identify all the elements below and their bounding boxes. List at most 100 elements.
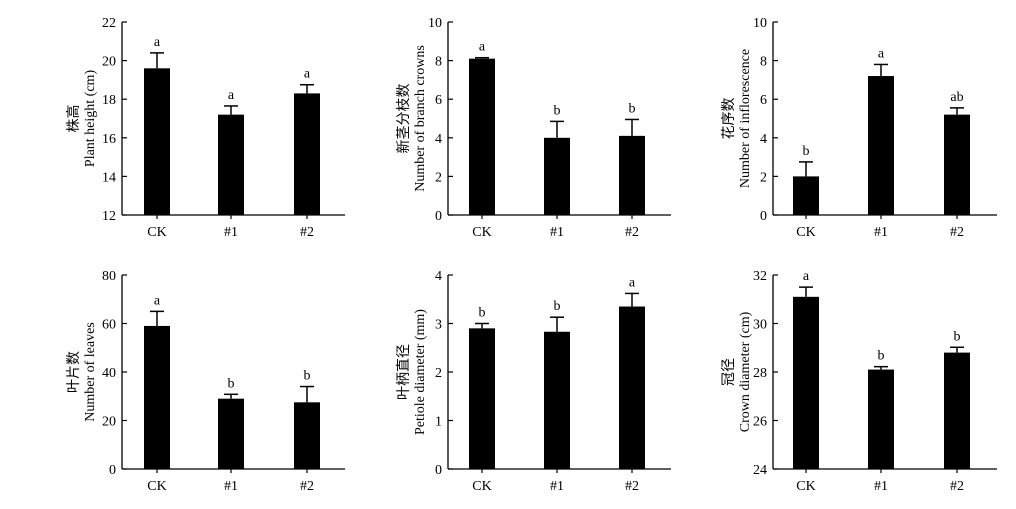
y-axis-label: 叶片数Number of leaves	[66, 322, 98, 422]
y-tick-label: 12	[102, 209, 116, 224]
y-axis-label-zh: 叶片数	[66, 351, 82, 393]
x-tick-label: CK	[796, 225, 815, 240]
chart-panel-4: 0 20 40 60 80 叶片数Number of leaves a CK b #1 b #2	[66, 269, 345, 494]
bar	[868, 369, 894, 469]
y-axis-label: 新茎分枝数Number of branch crowns	[396, 45, 428, 192]
y-axis-label-zh: 叶柄直径	[395, 344, 412, 400]
y-axis-label-en: Number of leaves	[83, 322, 98, 422]
y-axis-label-en: Number of inflorescence	[738, 49, 753, 188]
significance-letter: a	[154, 35, 161, 50]
significance-letter: a	[228, 88, 235, 103]
bar	[944, 114, 970, 215]
y-tick-label: 2	[760, 170, 767, 185]
x-tick-label: #1	[224, 225, 238, 240]
bar	[793, 296, 819, 469]
y-axis-label: 冠径Crown diameter (cm)	[721, 311, 753, 432]
bar	[218, 114, 244, 215]
y-tick-label: 28	[753, 366, 767, 381]
chart-panel-6: 24 26 28 30 32 冠径Crown diameter (cm) a CK b #1 b #2	[721, 269, 997, 494]
significance-letter: b	[878, 349, 885, 364]
y-tick-label: 8	[435, 55, 442, 70]
y-tick-label: 20	[102, 55, 116, 70]
bar	[868, 76, 894, 215]
significance-letter: a	[154, 293, 161, 308]
chart-panel-5: 0 1 2 3 4 叶柄直径Petiole diameter (mm) b CK b #1 a #2	[395, 269, 671, 494]
x-tick-label: #2	[950, 479, 964, 494]
y-axis-label-en: Petiole diameter (mm)	[413, 309, 428, 435]
y-tick-label: 4	[435, 269, 442, 284]
bar	[294, 402, 320, 469]
significance-letter: b	[228, 376, 235, 391]
x-tick-label: #1	[224, 479, 238, 494]
y-tick-label: 4	[760, 132, 767, 147]
significance-letter: a	[304, 67, 311, 82]
x-tick-label: #2	[300, 479, 314, 494]
bar	[619, 135, 645, 215]
y-tick-label: 18	[102, 93, 116, 108]
y-axis-label: 花序数Number of inflorescence	[721, 49, 753, 188]
significance-letter: ab	[950, 90, 963, 105]
y-tick-label: 0	[109, 463, 116, 478]
y-tick-label: 22	[102, 16, 116, 31]
y-axis-label-zh: 花序数	[721, 98, 737, 140]
x-tick-label: CK	[472, 225, 491, 240]
y-axis-label-en: Number of branch crowns	[413, 45, 428, 192]
y-tick-label: 60	[102, 318, 116, 333]
x-tick-label: CK	[796, 479, 815, 494]
significance-letter: b	[479, 306, 486, 321]
significance-letter: a	[479, 40, 486, 55]
x-tick-label: #2	[950, 225, 964, 240]
x-tick-label: #1	[550, 225, 564, 240]
y-tick-label: 10	[428, 16, 442, 31]
bar	[294, 93, 320, 215]
y-tick-label: 32	[753, 269, 767, 284]
y-axis-label-zh: 新茎分枝数	[396, 84, 412, 154]
y-tick-label: 0	[435, 463, 442, 478]
y-tick-label: 14	[102, 170, 116, 185]
y-tick-label: 24	[753, 463, 767, 478]
bar	[469, 328, 495, 469]
significance-letter: b	[304, 369, 311, 384]
y-tick-label: 4	[435, 132, 442, 147]
significance-letter: b	[954, 329, 961, 344]
x-tick-label: CK	[147, 479, 166, 494]
x-tick-label: CK	[472, 479, 491, 494]
y-tick-label: 6	[760, 93, 767, 108]
significance-letter: b	[803, 144, 810, 159]
bar	[218, 398, 244, 469]
y-tick-label: 10	[753, 16, 767, 31]
y-tick-label: 0	[435, 209, 442, 224]
bar	[469, 58, 495, 215]
y-axis-label-zh: 冠径	[721, 358, 737, 386]
bar	[544, 331, 570, 469]
y-tick-label: 8	[760, 55, 767, 70]
chart-panel-3: 0 2 4 6 8 10 花序数Number of inflorescence b CK a #1 a…	[721, 16, 997, 240]
y-tick-label: 26	[753, 415, 767, 430]
y-tick-label: 80	[102, 269, 116, 284]
bar	[793, 176, 819, 215]
y-tick-label: 0	[760, 209, 767, 224]
x-tick-label: #2	[625, 479, 639, 494]
bar	[619, 306, 645, 469]
x-tick-label: #2	[300, 225, 314, 240]
y-axis-label-en: Plant height (cm)	[83, 70, 98, 168]
significance-letter: a	[629, 275, 636, 290]
y-axis-label-en: Crown diameter (cm)	[738, 311, 753, 432]
x-tick-label: #2	[625, 225, 639, 240]
y-tick-label: 6	[435, 93, 442, 108]
x-tick-label: #1	[874, 225, 888, 240]
y-tick-label: 16	[102, 132, 116, 147]
bar	[544, 137, 570, 215]
x-tick-label: CK	[147, 225, 166, 240]
x-tick-label: #1	[550, 479, 564, 494]
significance-letter: b	[554, 103, 561, 118]
y-tick-label: 30	[753, 318, 767, 333]
y-tick-label: 1	[435, 415, 442, 430]
significance-letter: a	[878, 46, 885, 61]
chart-panel-1: 12 14 16 18 20 22 株高Plant height (cm) a CK a #1 a #2	[65, 16, 345, 240]
y-axis-label: 叶柄直径Petiole diameter (mm)	[395, 309, 428, 435]
y-axis-label-zh: 株高	[65, 105, 82, 133]
y-axis-label: 株高Plant height (cm)	[65, 70, 98, 168]
